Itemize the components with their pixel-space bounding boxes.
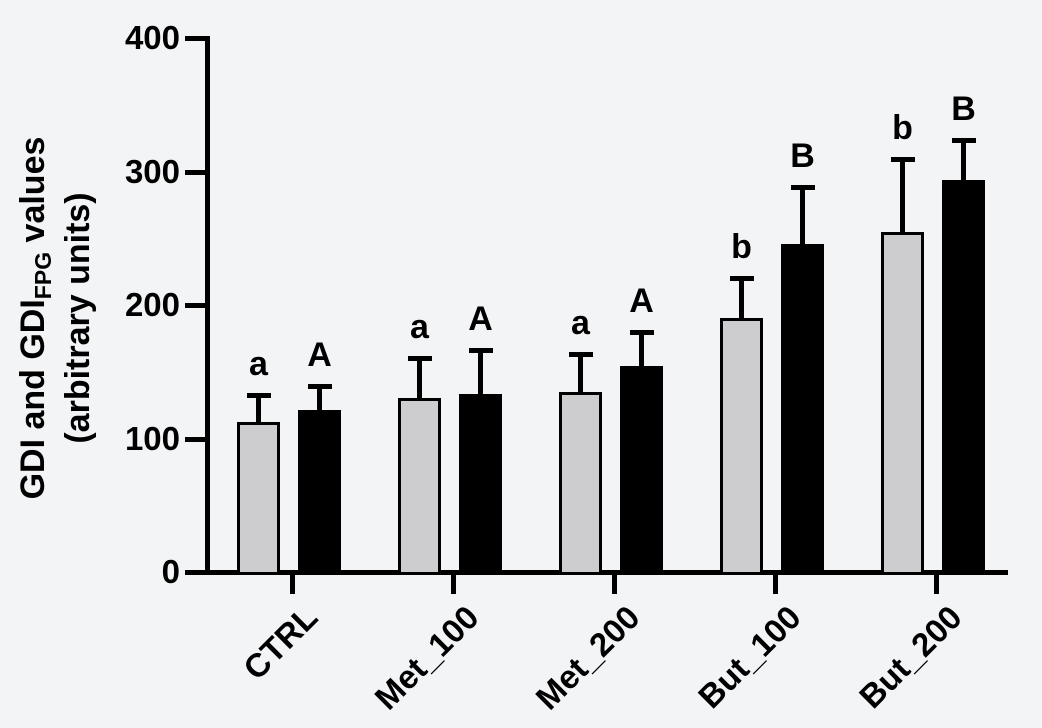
bar-gdi-but-200 — [881, 231, 924, 575]
error-bar-stem-gdi-met-200 — [578, 351, 583, 396]
x-category-label-but-100: But_100 — [690, 598, 808, 716]
error-bar-cap-gdi-fpg-met-200 — [629, 330, 654, 336]
significance-letter-gdi-fpg-met-200: A — [629, 282, 654, 321]
error-bar-stem-gdi-but-200 — [900, 156, 905, 236]
error-bar-stem-gdi-fpg-ctrl — [317, 383, 322, 415]
y-title-prefix: GDI and GDI — [14, 299, 52, 500]
significance-letter-gdi-fpg-ctrl: A — [307, 335, 332, 374]
x-tick-but-100 — [773, 575, 778, 594]
significance-letter-gdi-fpg-met-100: A — [468, 299, 493, 338]
bar-gdi-met-200 — [559, 391, 602, 575]
x-category-label-but-200: But_200 — [851, 598, 969, 716]
significance-letter-gdi-met-200: a — [571, 303, 590, 342]
error-bar-stem-gdi-fpg-met-100 — [478, 347, 483, 399]
y-tick-label-0: 0 — [161, 553, 180, 590]
x-tick-ctrl — [290, 575, 295, 594]
bar-gdi-fpg-met-200 — [620, 366, 663, 575]
error-bar-cap-gdi-met-100 — [407, 355, 432, 361]
error-bar-cap-gdi-ctrl — [246, 393, 271, 399]
error-bar-cap-gdi-met-200 — [568, 351, 593, 357]
bar-gdi-ctrl — [237, 422, 280, 575]
y-tick-label-400: 400 — [124, 19, 180, 56]
y-tick-200 — [185, 303, 205, 308]
error-bar-stem-gdi-fpg-but-200 — [961, 138, 966, 184]
x-tick-met-200 — [612, 575, 617, 594]
y-tick-label-300: 300 — [124, 152, 180, 190]
y-axis-line — [205, 36, 210, 575]
bar-gdi-met-100 — [398, 398, 441, 575]
y-tick-label-100: 100 — [124, 419, 180, 457]
error-bar-cap-gdi-fpg-ctrl — [307, 383, 332, 389]
y-title-subscript: FPG — [30, 251, 56, 300]
x-category-label-ctrl: CTRL — [236, 598, 325, 687]
x-tick-but-200 — [934, 575, 939, 594]
error-bar-stem-gdi-but-100 — [739, 275, 744, 323]
y-axis-title-line1: GDI and GDIFPG values — [11, 78, 56, 558]
x-category-label-met-200: Met_200 — [528, 598, 647, 717]
significance-letter-gdi-met-100: a — [410, 307, 429, 346]
y-tick-0 — [185, 570, 205, 575]
bar-gdi-fpg-met-100 — [459, 394, 502, 575]
y-tick-100 — [185, 436, 205, 442]
significance-letter-gdi-fpg-but-200: B — [951, 90, 976, 129]
error-bar-stem-gdi-fpg-but-100 — [800, 184, 805, 248]
error-bar-cap-gdi-fpg-but-100 — [790, 184, 815, 190]
error-bar-stem-gdi-fpg-met-200 — [639, 330, 644, 371]
error-bar-cap-gdi-but-100 — [729, 275, 754, 281]
bar-gdi-fpg-but-100 — [781, 243, 824, 575]
error-bar-stem-gdi-ctrl — [256, 393, 261, 427]
y-tick-300 — [185, 169, 205, 175]
significance-letter-gdi-ctrl: a — [249, 345, 268, 384]
error-bar-cap-gdi-fpg-but-200 — [951, 138, 976, 144]
error-bar-cap-gdi-fpg-met-100 — [468, 347, 493, 353]
x-category-label-met-100: Met_100 — [367, 598, 486, 717]
bar-gdi-fpg-but-200 — [942, 179, 985, 575]
x-axis-line — [205, 570, 1008, 575]
x-tick-met-100 — [451, 575, 456, 594]
y-tick-400 — [185, 36, 205, 41]
significance-letter-gdi-but-200: b — [892, 108, 913, 147]
significance-letter-gdi-fpg-but-100: B — [790, 136, 815, 175]
bar-gdi-fpg-ctrl — [298, 410, 341, 575]
y-title-suffix: values — [14, 136, 52, 252]
significance-letter-gdi-but-100: b — [731, 227, 752, 266]
error-bar-cap-gdi-but-200 — [890, 156, 915, 162]
y-tick-label-200: 200 — [124, 286, 180, 323]
bar-gdi-but-100 — [720, 318, 763, 575]
error-bar-stem-gdi-met-100 — [417, 355, 422, 403]
